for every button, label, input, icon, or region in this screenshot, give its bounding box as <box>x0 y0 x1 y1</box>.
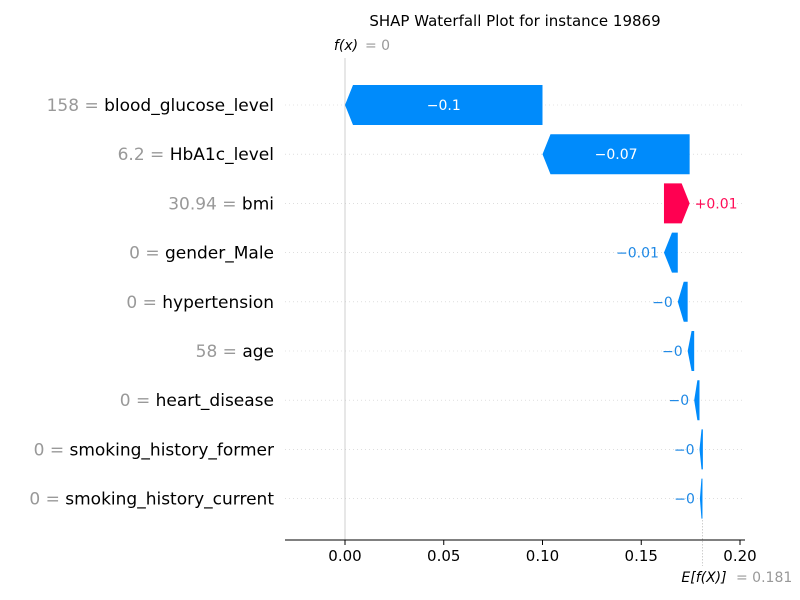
bar-value-label: −0 <box>674 492 695 508</box>
efx-value: = 0.181 <box>736 570 792 586</box>
bar-value-label: −0.07 <box>595 147 638 163</box>
feature-label: 0 = hypertension <box>126 293 274 313</box>
bar-value-label: −0 <box>652 295 673 311</box>
feature-label: 58 = age <box>196 342 274 362</box>
waterfall-bar <box>663 232 678 273</box>
feature-label: 0 = smoking_history_former <box>34 440 274 460</box>
waterfall-bar <box>663 183 690 224</box>
feature-name: bmi <box>242 194 274 214</box>
feature-value: 58 = <box>196 342 243 362</box>
x-tick-label: 0.05 <box>427 547 460 565</box>
feature-value: 0 = <box>129 244 165 264</box>
feature-label: 0 = gender_Male <box>129 244 274 264</box>
fx-label-group: f(x) = 0 <box>334 38 390 54</box>
waterfall-bar <box>694 380 700 421</box>
feature-label: 0 = smoking_history_current <box>29 490 274 510</box>
feature-name: HbA1c_level <box>170 145 274 165</box>
feature-label: 158 = blood_glucose_level <box>47 96 274 116</box>
bar-value-label: −0 <box>674 442 695 458</box>
feature-name: gender_Male <box>165 244 274 264</box>
feature-label: 0 = heart_disease <box>120 391 274 411</box>
bar-value-label: +0.01 <box>695 196 738 212</box>
feature-name: age <box>242 342 274 362</box>
waterfall-bar <box>677 281 688 322</box>
x-tick-label: 0.00 <box>328 547 361 565</box>
bar-value-label: −0 <box>669 393 690 409</box>
efx-label: E[f(X)] <box>681 570 726 586</box>
bar-value-label: −0.01 <box>616 246 659 262</box>
bars-layer <box>345 85 703 519</box>
chart-title: SHAP Waterfall Plot for instance 19869 <box>369 12 660 30</box>
feature-labels-layer: −0.1 158 = blood_glucose_level −0.07 6.2 = … <box>29 96 737 510</box>
feature-name: hypertension <box>162 293 274 313</box>
bar-value-label: −0.1 <box>427 98 461 114</box>
feature-name: blood_glucose_level <box>104 96 274 116</box>
feature-name: smoking_history_former <box>69 440 274 460</box>
x-axis: 0.00 0.05 0.10 0.15 0.20 <box>285 539 757 565</box>
waterfall-bar <box>699 429 703 470</box>
x-tick-label: 0.15 <box>625 547 658 565</box>
feature-value: 0 = <box>34 440 70 460</box>
waterfall-bar <box>687 331 695 371</box>
waterfall-bar <box>699 478 703 519</box>
reference-lines <box>344 58 703 566</box>
fx-label: f(x) <box>334 38 358 54</box>
bar-value-label: −0 <box>662 344 683 360</box>
feature-label: 30.94 = bmi <box>168 194 274 214</box>
feature-value: 0 = <box>120 391 156 411</box>
feature-name: heart_disease <box>156 391 274 411</box>
waterfall-bar <box>542 134 690 175</box>
feature-value: 0 = <box>126 293 162 313</box>
feature-value: 6.2 = <box>118 145 170 165</box>
fx-value: = 0 <box>365 38 390 54</box>
feature-label: 6.2 = HbA1c_level <box>118 145 274 165</box>
feature-value: 0 = <box>29 490 65 510</box>
feature-value: 158 = <box>47 96 105 116</box>
feature-name: smoking_history_current <box>65 490 274 510</box>
waterfall-bar <box>345 85 543 125</box>
x-tick-label: 0.10 <box>526 547 559 565</box>
feature-value: 30.94 = <box>168 194 242 214</box>
efx-label-group: E[f(X)] = 0.181 <box>681 570 792 586</box>
x-tick-label: 0.20 <box>723 547 756 565</box>
